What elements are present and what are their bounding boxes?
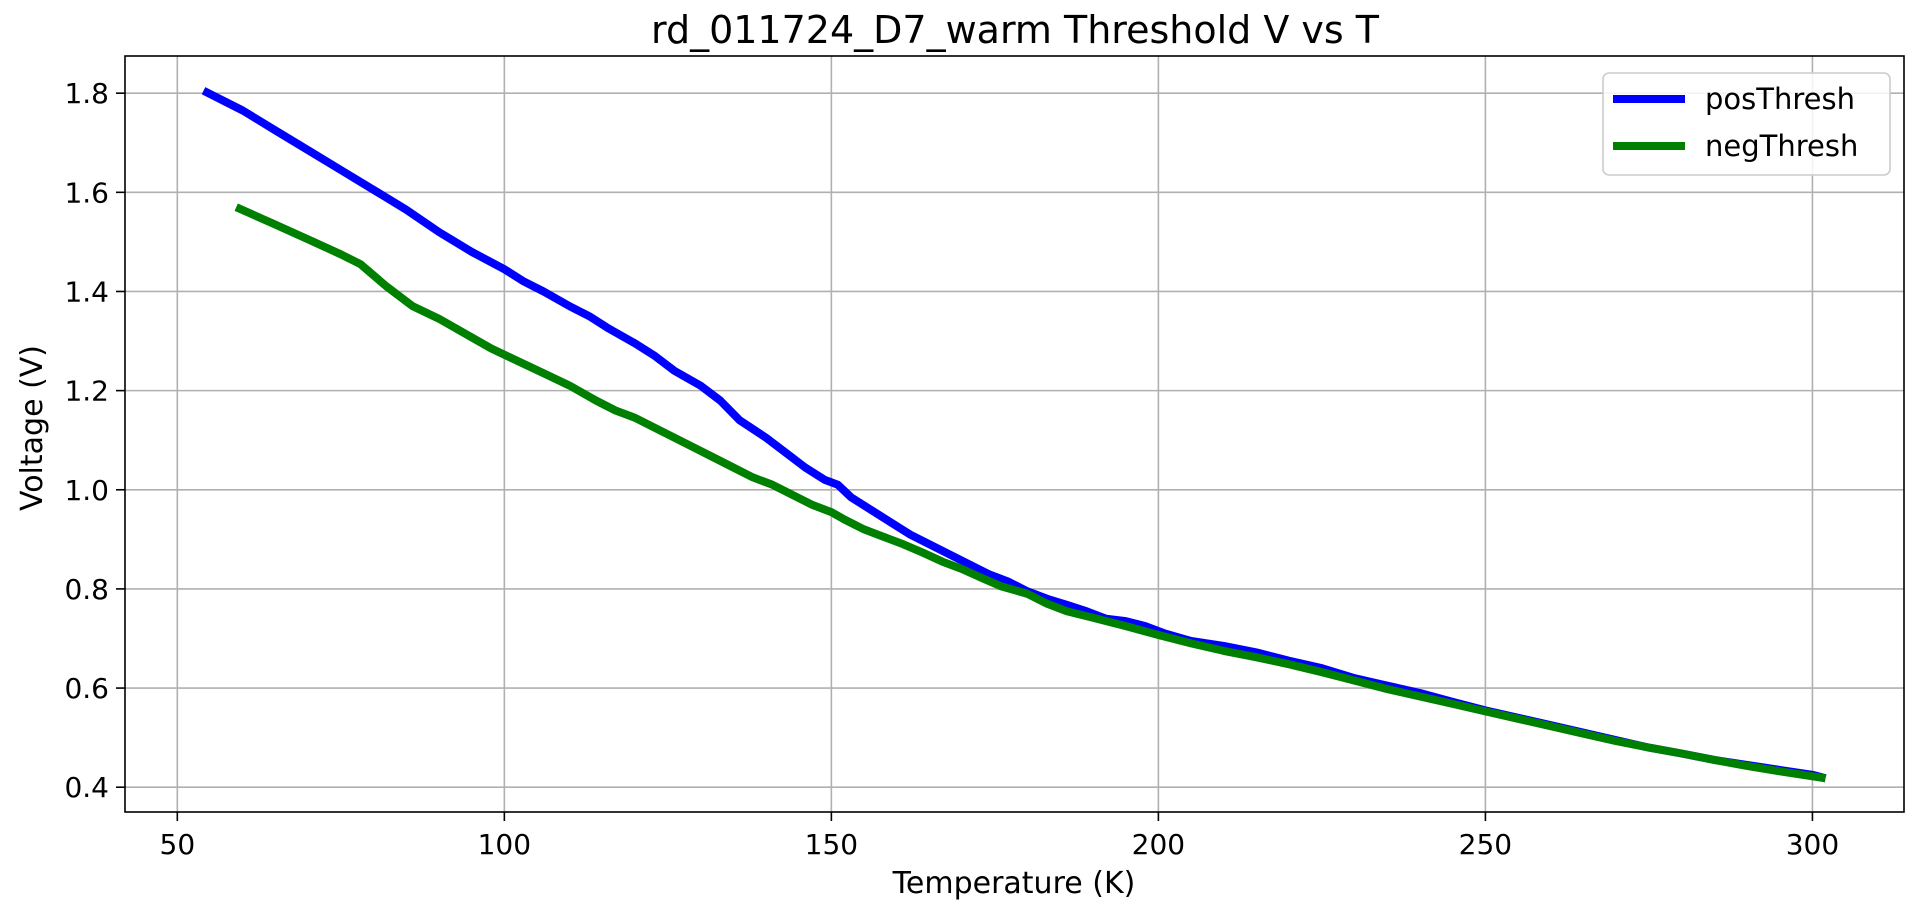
series-lines [201, 87, 1827, 783]
y-tick-label: 0.6 [64, 672, 109, 705]
y-tick-label: 0.4 [64, 771, 109, 804]
axis-ticks: 50 100 150 200 250 300 0.4 0.6 0.8 1.0 1.2 1.4 1.6 1.… [64, 77, 1839, 861]
y-tick-label: 1.6 [64, 176, 109, 209]
y-axis-label: Voltage (V) [15, 345, 50, 511]
x-tick-label: 150 [805, 828, 858, 861]
x-tick-label: 50 [160, 828, 196, 861]
y-tick-label: 1.0 [64, 474, 109, 507]
y-tick-label: 0.8 [64, 573, 109, 606]
plot-frame [124, 55, 1905, 813]
x-tick-label: 250 [1459, 828, 1512, 861]
x-tick-label: 100 [478, 828, 531, 861]
x-tick-label: 200 [1132, 828, 1185, 861]
y-tick-label: 1.4 [64, 275, 109, 308]
x-tick-label: 300 [1786, 828, 1839, 861]
y-tick-label: 1.2 [64, 375, 109, 408]
series-line-negThresh [234, 203, 1827, 783]
x-axis-label: Temperature (K) [892, 866, 1136, 901]
y-tick-label: 1.8 [64, 77, 109, 110]
legend: posThresh negThresh [1602, 72, 1891, 176]
legend-label-posThresh: posThresh [1705, 82, 1855, 116]
series-line-posThresh [201, 87, 1827, 783]
chart-title: rd_011724_D7_warm Threshold V vs T [651, 8, 1380, 52]
legend-label-negThresh: negThresh [1705, 129, 1858, 163]
